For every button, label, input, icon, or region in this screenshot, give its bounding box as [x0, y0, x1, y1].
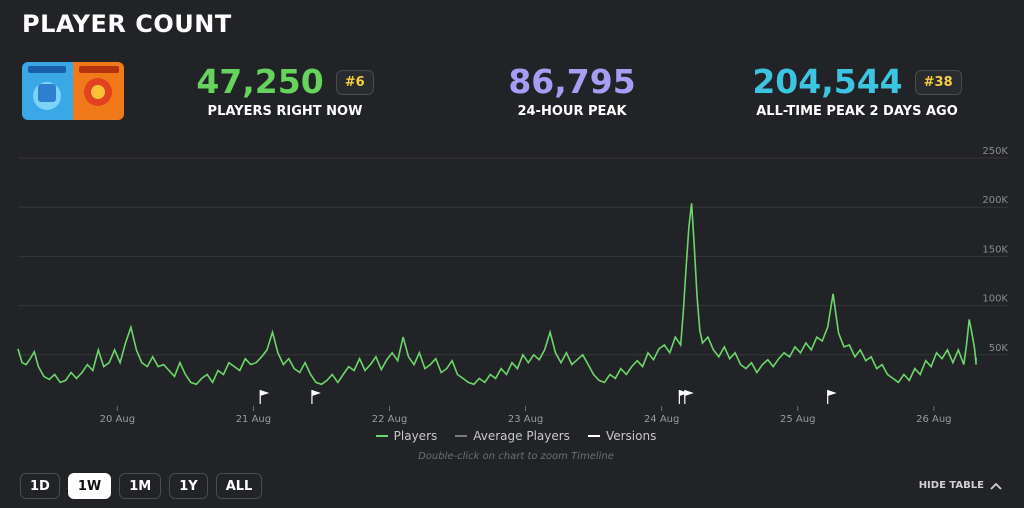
page-title: PLAYER COUNT [22, 10, 232, 38]
legend-versions-swatch [587, 435, 600, 437]
legend-versions[interactable]: Versions [587, 429, 657, 443]
peak-24h-value: 86,795 [508, 62, 636, 101]
stat-alltime-peak: 204,544 #38 ALL-TIME PEAK 2 DAYS AGO [742, 62, 972, 119]
range-all-button[interactable]: ALL [215, 473, 263, 499]
alltime-peak-value: 204,544 [752, 62, 903, 101]
chevron-up-icon [990, 482, 1002, 490]
x-tick-label: 21 Aug [236, 414, 271, 425]
y-tick-label: 200K [982, 195, 1008, 206]
player-count-chart[interactable]: 50K 100K 150K 200K 250K 20 Aug 21 Aug 22 Aug 23… [0, 140, 1024, 430]
legend-players-swatch [375, 435, 388, 437]
stat-current-players: 47,250 #6 PLAYERS RIGHT NOW [170, 62, 400, 119]
game-thumbnail-image [22, 62, 124, 120]
range-1y-button[interactable]: 1Y [169, 473, 208, 499]
version-flag[interactable] [684, 390, 694, 404]
version-flag[interactable] [311, 390, 321, 404]
game-thumbnail [22, 62, 124, 120]
version-flag[interactable] [827, 390, 837, 404]
chart-legend: Players Average Players Versions [0, 429, 1024, 443]
players-series-line [17, 203, 977, 386]
y-tick-label: 250K [982, 146, 1008, 157]
y-tick-label: 50K [989, 343, 1009, 354]
stat-24h-peak: 86,795 24-HOUR PEAK [472, 62, 672, 119]
y-tick-label: 100K [982, 294, 1008, 305]
legend-average-swatch [455, 435, 468, 437]
current-players-value: 47,250 [196, 62, 324, 101]
range-1m-button[interactable]: 1M [119, 473, 162, 499]
alltime-peak-label: ALL-TIME PEAK 2 DAYS AGO [756, 104, 958, 119]
legend-average-label: Average Players [473, 429, 570, 443]
legend-versions-label: Versions [605, 429, 657, 443]
current-rank-badge: #6 [335, 69, 374, 95]
current-players-label: PLAYERS RIGHT NOW [207, 104, 363, 119]
x-tick-label: 25 Aug [780, 414, 815, 425]
x-tick-label: 24 Aug [644, 414, 679, 425]
hide-table-toggle[interactable]: HIDE TABLE [919, 480, 1002, 491]
peak-24h-label: 24-HOUR PEAK [517, 104, 627, 119]
x-tick-label: 26 Aug [916, 414, 951, 425]
x-tick-label: 23 Aug [508, 414, 543, 425]
zoom-hint: Double-click on chart to zoom Timeline [418, 451, 614, 462]
x-tick-label: 22 Aug [372, 414, 407, 425]
version-flag[interactable] [259, 390, 270, 404]
range-1d-button[interactable]: 1D [20, 473, 60, 499]
legend-average[interactable]: Average Players [455, 429, 570, 443]
x-tick-label: 20 Aug [100, 414, 135, 425]
legend-players-label: Players [393, 429, 438, 443]
y-tick-label: 150K [982, 244, 1008, 255]
hide-table-label: HIDE TABLE [918, 480, 984, 491]
alltime-rank-badge: #38 [914, 69, 962, 95]
version-flag[interactable] [678, 390, 689, 404]
time-range-selector: 1D 1W 1M 1Y ALL [20, 473, 263, 499]
legend-players[interactable]: Players [375, 429, 438, 443]
range-1w-button[interactable]: 1W [67, 473, 112, 499]
